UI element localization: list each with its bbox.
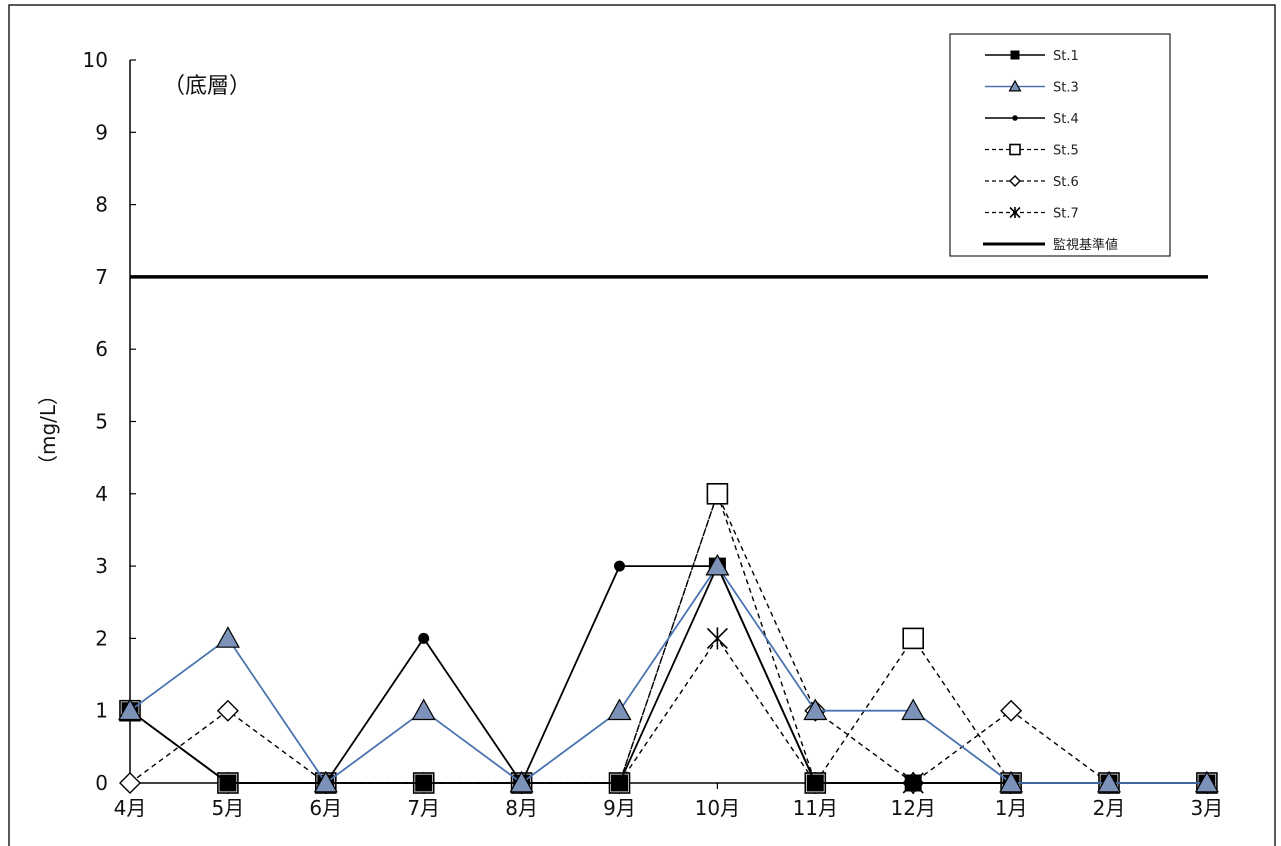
legend-label: St.6 <box>1053 175 1079 190</box>
data-point <box>806 774 824 792</box>
series-layer <box>117 482 1219 794</box>
y-tick-label: 9 <box>95 120 108 144</box>
y-tick-label: 2 <box>95 626 108 650</box>
data-point <box>705 553 730 576</box>
legend-item: St.4 <box>985 112 1079 127</box>
legend-marker <box>1010 50 1020 60</box>
legend-item: St.7 <box>985 207 1079 222</box>
x-tick-label: 9月 <box>603 796 636 820</box>
legend-item-reference: 監視基準値 <box>983 237 1118 253</box>
data-point <box>902 627 925 650</box>
data-point <box>418 632 430 644</box>
y-tick-label: 3 <box>95 554 108 578</box>
y-tick-label: 10 <box>83 48 108 72</box>
y-tick-label: 6 <box>95 337 108 361</box>
data-point <box>614 560 625 572</box>
x-tick-label: 8月 <box>505 796 538 820</box>
legend-marker <box>1009 143 1021 156</box>
legend-marker <box>1008 79 1022 92</box>
y-tick-label: 5 <box>95 410 108 434</box>
data-point <box>706 482 729 505</box>
y-tick-label: 0 <box>95 771 108 795</box>
legend-label: St.7 <box>1053 207 1079 222</box>
data-point <box>119 772 141 794</box>
y-tick-label: 1 <box>95 699 108 723</box>
y-tick-label: 4 <box>95 482 108 506</box>
data-point <box>1000 699 1023 722</box>
legend-label: 監視基準値 <box>1053 237 1118 253</box>
y-tick-label: 7 <box>95 265 108 289</box>
data-point <box>117 698 143 721</box>
legend-item: St.6 <box>985 175 1079 190</box>
x-tick-label: 2月 <box>1093 796 1126 820</box>
legend-label: St.1 <box>1053 49 1079 64</box>
legend-marker <box>1012 115 1018 121</box>
x-tick-label: 11月 <box>793 796 838 820</box>
x-tick-label: 12月 <box>890 796 935 820</box>
data-point <box>706 627 728 650</box>
data-point <box>313 770 338 793</box>
data-point <box>999 770 1024 793</box>
data-point <box>901 698 926 721</box>
legend: St.1 St.3 St.4 St.5 St.6 St.7 監視基準値 <box>949 33 1171 257</box>
legend-label: St.3 <box>1053 81 1079 96</box>
legend-item: St.3 <box>985 79 1079 96</box>
chart-annotation: （底層） <box>163 74 251 99</box>
data-point <box>803 698 828 721</box>
series-st3 <box>117 553 1219 793</box>
x-tick-label: 7月 <box>407 796 440 820</box>
x-tick-label: 10月 <box>695 796 740 820</box>
data-point <box>215 626 240 648</box>
data-point <box>1096 770 1122 793</box>
x-tick-label: 4月 <box>114 796 147 820</box>
series-line <box>129 491 1207 784</box>
data-point <box>509 770 534 793</box>
data-point <box>607 698 632 721</box>
legend-marker <box>1009 206 1021 219</box>
x-tick-label: 3月 <box>1191 796 1224 820</box>
legend-marker <box>1009 175 1021 187</box>
y-axis-label: （mg/L） <box>36 385 60 475</box>
data-point <box>904 774 922 792</box>
x-tick-label: 5月 <box>212 796 245 820</box>
x-tick-label: 1月 <box>995 796 1028 820</box>
legend-item: St.5 <box>985 144 1079 159</box>
legend-label: St.4 <box>1053 112 1079 127</box>
legend-item: St.1 <box>985 49 1079 64</box>
data-point <box>219 774 237 792</box>
y-axis: 0 1 2 3 4 5 6 7 8 9 10 <box>83 48 136 795</box>
y-tick-label: 8 <box>95 193 108 217</box>
legend-label: St.5 <box>1053 144 1079 159</box>
data-point <box>415 774 433 792</box>
series-line <box>129 564 1207 785</box>
data-point <box>216 699 239 722</box>
data-point <box>1194 770 1219 793</box>
data-point <box>411 698 436 721</box>
data-point <box>611 774 628 792</box>
legend-box <box>949 33 1171 257</box>
x-tick-label: 6月 <box>309 796 342 820</box>
